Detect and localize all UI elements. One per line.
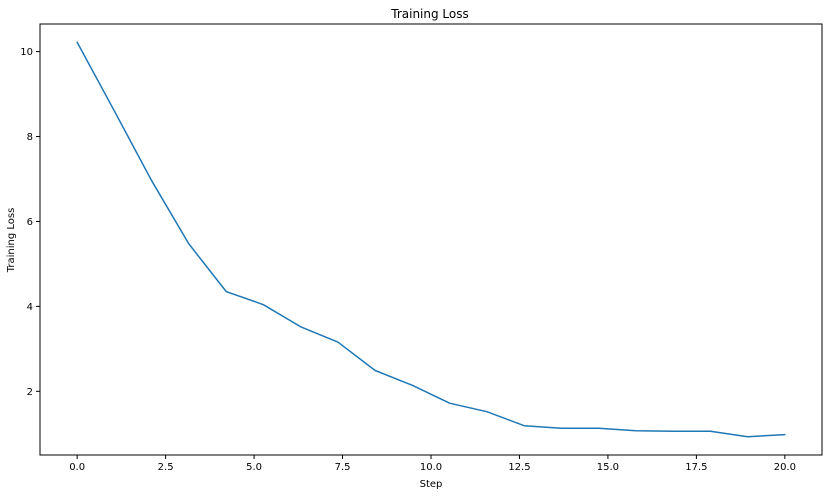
y-axis-label: Training Loss: [6, 208, 17, 274]
x-axis-ticks: 0.0 2.5 5.0 7.5 10.0 12.5 15.0 17.5 20.0: [69, 455, 796, 473]
x-tick-label: 12.5: [508, 462, 530, 473]
chart-title: Training Loss: [390, 7, 468, 21]
x-tick-label: 5.0: [246, 462, 262, 473]
y-tick-label: 6: [27, 217, 33, 228]
x-axis-label: Step: [420, 479, 443, 490]
y-tick-label: 2: [27, 387, 33, 398]
x-tick-label: 15.0: [597, 462, 619, 473]
plot-frame: [39, 23, 823, 456]
x-tick-label: 7.5: [335, 462, 351, 473]
series-layer: [76, 41, 786, 438]
y-tick-label: 8: [27, 132, 33, 143]
x-tick-label: 10.0: [420, 462, 442, 473]
x-tick-label: 17.5: [685, 462, 707, 473]
x-tick-label: 20.0: [774, 462, 796, 473]
y-axis-ticks: 2 4 6 8 10: [20, 47, 40, 398]
x-tick-label: 2.5: [158, 462, 174, 473]
x-tick-label: 0.0: [69, 462, 85, 473]
y-tick-label: 10: [20, 47, 33, 58]
y-tick-label: 4: [27, 302, 33, 313]
series-line: [76, 41, 786, 438]
